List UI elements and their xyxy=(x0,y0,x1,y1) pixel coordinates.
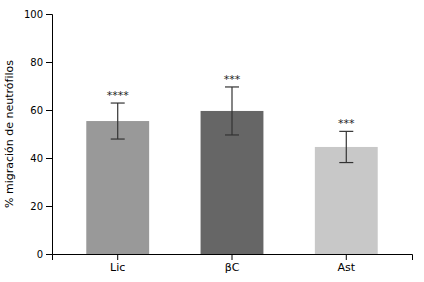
tick: 20 xyxy=(30,201,52,212)
annotations: ********** xyxy=(107,73,355,130)
chart: **********020406080100LicβCAst% migració… xyxy=(0,0,424,282)
error-bar xyxy=(111,103,125,139)
x-axis: Lic βC Ast xyxy=(53,254,413,274)
annotation: **** xyxy=(107,89,130,102)
error-cap xyxy=(111,102,125,103)
tick-label: Lic xyxy=(110,261,125,274)
error-cap xyxy=(225,86,239,87)
tick-label: 0 xyxy=(37,249,43,260)
plot: **********020406080100LicβCAst xyxy=(24,9,413,274)
tick-mark xyxy=(46,14,52,15)
marks xyxy=(86,87,377,254)
tick-mark xyxy=(46,254,52,255)
axis-line xyxy=(46,15,53,255)
bar xyxy=(86,121,149,254)
tick: 0 xyxy=(37,249,52,260)
tick: βC xyxy=(225,254,240,274)
tick-mark xyxy=(346,254,347,260)
y-label: % migración de neutrófilos xyxy=(3,60,16,208)
error-line xyxy=(346,131,347,162)
tick: 40 xyxy=(30,153,52,164)
tick: Lic xyxy=(110,254,125,274)
bar xyxy=(315,147,378,254)
error-cap xyxy=(111,138,125,139)
error-bar xyxy=(339,131,353,162)
annotation: *** xyxy=(224,73,241,86)
tick-label: 80 xyxy=(30,57,43,68)
tick-mark xyxy=(46,158,52,159)
tick-label: 40 xyxy=(30,153,43,164)
tick-mark xyxy=(46,110,52,111)
tick: Ast xyxy=(337,254,355,274)
tick-mark xyxy=(46,206,52,207)
tick-mark xyxy=(232,254,233,260)
y-axis: 0 20 40 60 80 100 xyxy=(24,9,53,260)
error-line xyxy=(231,87,232,135)
axis-line xyxy=(53,255,413,261)
annotation: *** xyxy=(338,117,355,130)
tick-mark xyxy=(117,254,118,260)
error-cap xyxy=(339,131,353,132)
tick-label: βC xyxy=(225,261,240,274)
tick: 80 xyxy=(30,57,52,68)
tick-label: Ast xyxy=(337,261,355,274)
tick: 100 xyxy=(24,9,52,20)
error-cap xyxy=(339,162,353,163)
tick: 60 xyxy=(30,105,52,116)
tick-label: 20 xyxy=(30,201,43,212)
error-bar xyxy=(225,87,239,135)
tick-mark xyxy=(46,62,52,63)
error-line xyxy=(117,103,118,139)
tick-label: 100 xyxy=(24,9,43,20)
tick-label: 60 xyxy=(30,105,43,116)
error-cap xyxy=(225,134,239,135)
